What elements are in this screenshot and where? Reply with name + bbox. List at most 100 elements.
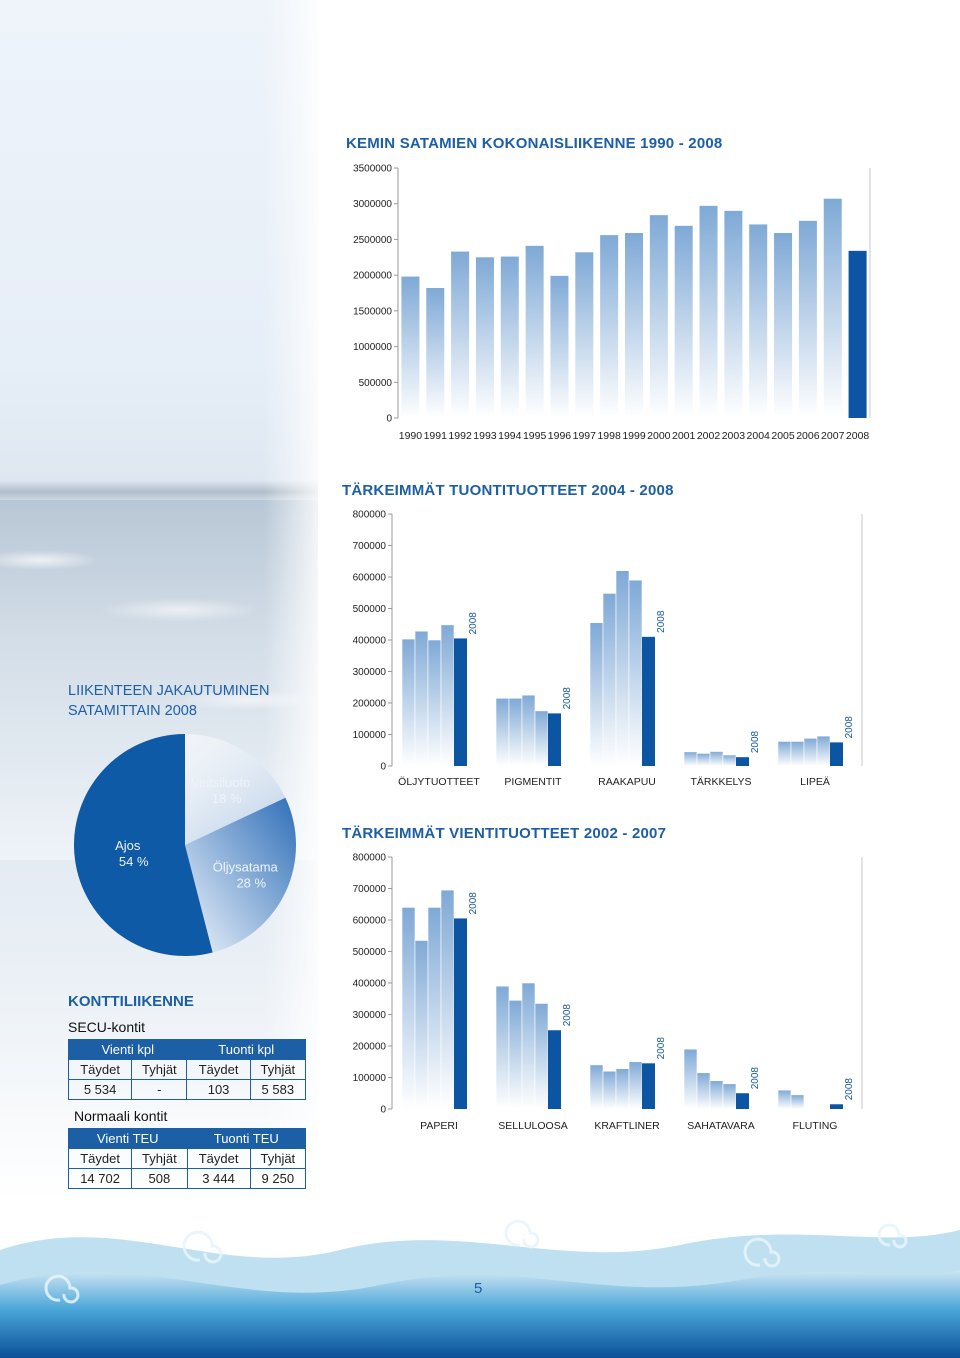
bar-kraftliner-2008 bbox=[642, 1063, 655, 1109]
konttiliikenne-title: KONTTILIIKENNE bbox=[68, 993, 194, 1010]
table-header-cell: Vienti kpl bbox=[67, 1039, 188, 1060]
bar-1997 bbox=[575, 252, 594, 418]
pie-label: Ajos bbox=[115, 838, 141, 853]
bar-1993 bbox=[475, 257, 494, 418]
bar-year-tag: 2008 bbox=[844, 1078, 855, 1101]
y-tick-label: 300000 bbox=[353, 1010, 387, 1021]
bar-1999 bbox=[625, 233, 643, 418]
bar-2004 bbox=[749, 224, 768, 418]
pie-title-line1: LIIKENTEEN JAKAUTUMINEN bbox=[68, 683, 270, 699]
bar-year-tag: 2008 bbox=[468, 892, 479, 915]
y-tick-label: 200000 bbox=[353, 699, 387, 710]
y-tick-label: 600000 bbox=[353, 573, 387, 584]
table-row: 14 702 508 3 444 9 250 bbox=[67, 1168, 307, 1189]
y-tick-label: 2500000 bbox=[353, 235, 392, 246]
y-tick-label: 0 bbox=[386, 414, 392, 425]
bar-paperi-2008 bbox=[454, 918, 467, 1109]
x-tick-label: 1997 bbox=[573, 430, 597, 442]
category-label: ÖLJYTUOTTEET bbox=[398, 776, 480, 788]
y-tick-label: 2000000 bbox=[353, 271, 392, 282]
pie-pct-label: 54 % bbox=[119, 854, 149, 869]
table-cell: - bbox=[131, 1079, 188, 1100]
table-cell: 5 583 bbox=[249, 1079, 307, 1100]
x-tick-label: 1994 bbox=[498, 430, 522, 442]
table-cell: 3 444 bbox=[186, 1168, 251, 1189]
page-number: 5 bbox=[474, 1280, 483, 1297]
category-label: PIGMENTIT bbox=[504, 776, 562, 788]
y-tick-label: 500000 bbox=[353, 604, 387, 615]
table-header-cell: Tuonti TEU bbox=[186, 1128, 306, 1149]
table-cell: 14 702 bbox=[67, 1168, 133, 1189]
bar-fluting-2005 bbox=[790, 1094, 805, 1110]
bar-1990 bbox=[401, 276, 420, 418]
y-tick-label: 500000 bbox=[359, 378, 393, 389]
bar-2005 bbox=[774, 233, 793, 418]
pie-pct-label: 28 % bbox=[236, 875, 266, 890]
secu-table: Vienti kpl Tuonti kpl Täydet Tyhjät Täyd… bbox=[67, 1039, 307, 1100]
normaali-caption: Normaali kontit bbox=[74, 1108, 168, 1124]
pie-title-line2: SATAMITTAIN 2008 bbox=[68, 703, 197, 719]
chart-title-kokonaisliikenne: KEMIN SATAMIEN KOKONAISLIIKENNE 1990 - 2… bbox=[346, 135, 723, 152]
table-row: 5 534 - 103 5 583 bbox=[67, 1079, 307, 1100]
x-tick-label: 1991 bbox=[424, 430, 448, 442]
category-label: SAHATAVARA bbox=[687, 1120, 755, 1132]
table-subheader-row: Täydet Tyhjät Täydet Tyhjät bbox=[67, 1059, 307, 1080]
bar-year-tag: 2008 bbox=[656, 1037, 667, 1060]
y-tick-label: 400000 bbox=[353, 636, 387, 647]
wave-front bbox=[0, 1270, 960, 1358]
pie-label: Öljysatama bbox=[213, 859, 279, 874]
table-cell: 103 bbox=[186, 1079, 251, 1100]
bar-year-tag: 2008 bbox=[750, 730, 761, 753]
bar-fluting-2008 bbox=[830, 1104, 843, 1109]
bar-year-tag: 2008 bbox=[562, 687, 573, 710]
y-tick-label: 700000 bbox=[353, 884, 387, 895]
y-tick-label: 3000000 bbox=[353, 199, 392, 210]
x-tick-label: 2006 bbox=[796, 430, 820, 442]
swirl bbox=[504, 1219, 540, 1249]
x-tick-label: 2005 bbox=[771, 430, 795, 442]
pie-slice-veitsiluoto bbox=[185, 734, 286, 845]
bar-year-tag: 2008 bbox=[468, 612, 479, 635]
bar-2007 bbox=[823, 198, 842, 418]
y-tick-label: 3500000 bbox=[353, 164, 392, 175]
table-cell: 9 250 bbox=[249, 1168, 307, 1189]
y-tick-label: 800000 bbox=[353, 510, 387, 521]
pie-pct-label: 18 % bbox=[212, 791, 242, 806]
bar-2001 bbox=[674, 225, 693, 418]
swirl bbox=[44, 1274, 80, 1304]
x-tick-label: 1993 bbox=[473, 430, 497, 442]
x-tick-label: 2008 bbox=[846, 430, 870, 442]
y-tick-label: 700000 bbox=[353, 541, 387, 552]
x-tick-label: 2007 bbox=[821, 430, 845, 442]
x-tick-label: 1990 bbox=[399, 430, 423, 442]
pie-title: LIIKENTEEN JAKAUTUMINEN SATAMITTAIN 2008 bbox=[68, 681, 269, 721]
pie-slice-ajos bbox=[73, 734, 213, 956]
chart-title-tuontituotteet: TÄRKEIMMÄT TUONTITUOTTEET 2004 - 2008 bbox=[342, 482, 674, 499]
y-tick-label: 1000000 bbox=[353, 342, 392, 353]
bar-öljytuotteet-2008 bbox=[454, 638, 467, 766]
table-subheader-cell: Täydet bbox=[67, 1059, 133, 1080]
bar-selluloosa-2008 bbox=[548, 1030, 561, 1109]
y-tick-label: 500000 bbox=[353, 947, 387, 958]
secu-caption: SECU-kontit bbox=[68, 1019, 146, 1035]
bar-year-tag: 2008 bbox=[656, 610, 667, 633]
bar-1996 bbox=[550, 275, 569, 418]
swirl bbox=[182, 1230, 223, 1264]
x-tick-label: 1999 bbox=[622, 430, 646, 442]
category-label: RAAKAPUU bbox=[598, 776, 656, 788]
table-header-cell: Vienti TEU bbox=[68, 1128, 188, 1149]
x-tick-label: 2002 bbox=[697, 430, 721, 442]
category-label: TÄRKKELYS bbox=[690, 776, 751, 788]
bar-year-tag: 2008 bbox=[562, 1004, 573, 1027]
x-tick-label: 1992 bbox=[448, 430, 472, 442]
x-tick-label: 1995 bbox=[523, 430, 547, 442]
chart-title-vientituotteet: TÄRKEIMMÄT VIENTITUOTTEET 2002 - 2007 bbox=[342, 825, 667, 842]
table-subheader-cell: Tyhjät bbox=[131, 1059, 188, 1080]
table-subheader-cell: Täydet bbox=[186, 1148, 251, 1169]
bar-1992 bbox=[451, 251, 470, 418]
bar-2000 bbox=[649, 215, 668, 418]
table-cell: 508 bbox=[131, 1168, 188, 1189]
